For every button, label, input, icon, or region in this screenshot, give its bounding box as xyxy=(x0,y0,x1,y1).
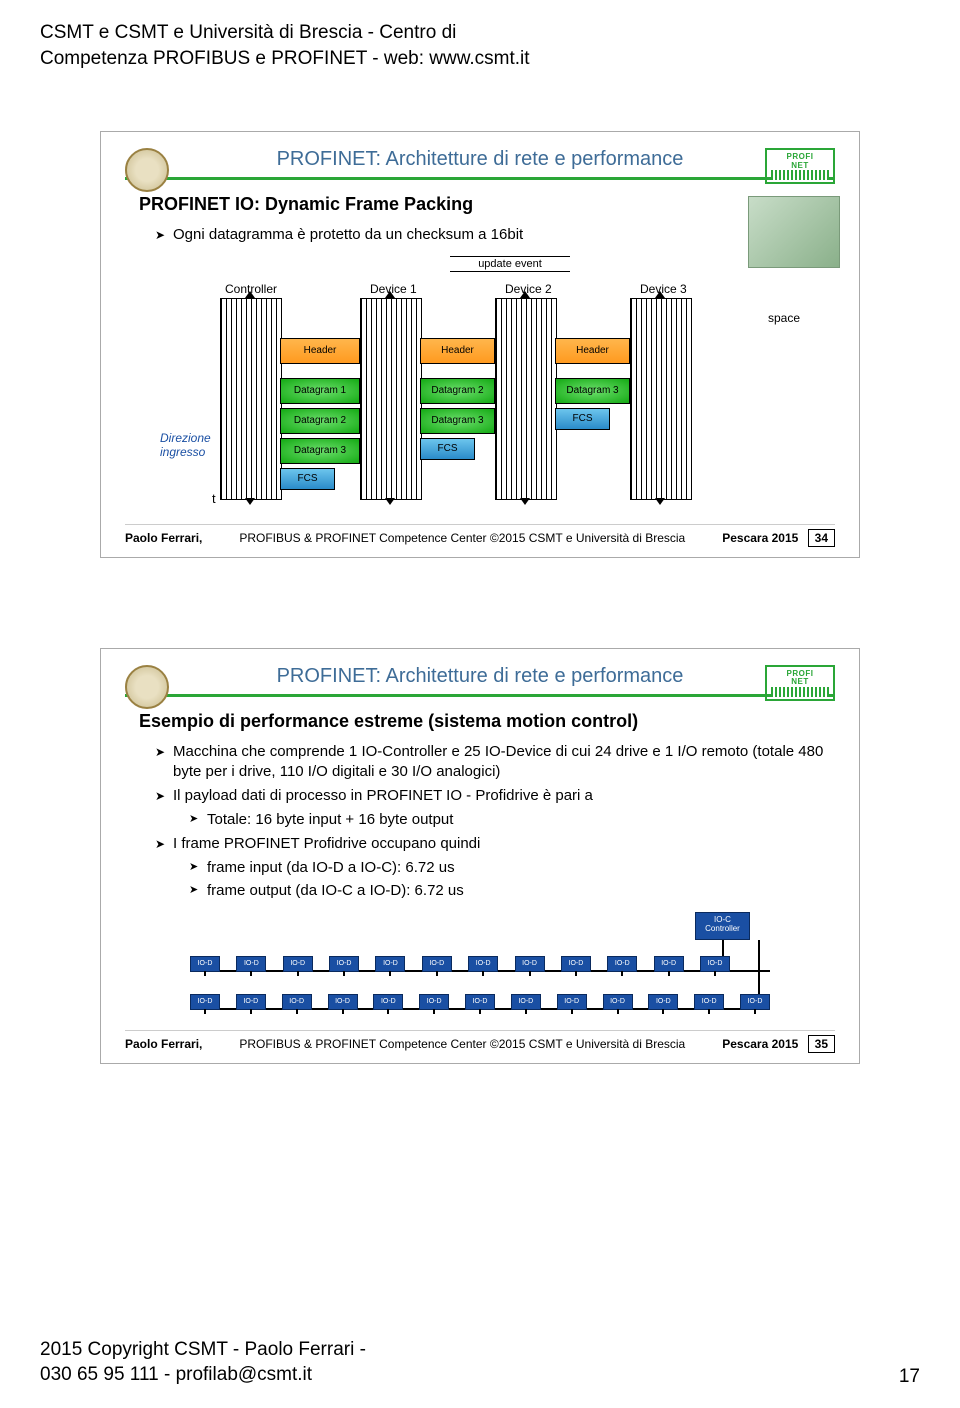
slide-page-num: 34 xyxy=(808,529,835,547)
iod-box: IO-D xyxy=(515,956,545,972)
slide1-title-row: PROFINET: Architetture di rete e perform… xyxy=(125,148,835,171)
iod-box: IO-D xyxy=(282,994,312,1010)
iod-box: IO-D xyxy=(511,994,541,1010)
footer-author: Paolo Ferrari, xyxy=(125,531,202,545)
machine-photo-icon xyxy=(748,196,840,268)
bar-fcs: FCS xyxy=(555,408,610,430)
iod-box: IO-D xyxy=(190,994,220,1010)
slide2-footer: Paolo Ferrari, PROFIBUS & PROFINET Compe… xyxy=(125,1030,835,1053)
col-device1 xyxy=(360,298,420,498)
page-header: CSMT e CSMT e Università di Brescia - Ce… xyxy=(40,20,920,71)
header-line1: CSMT e CSMT e Università di Brescia - Ce… xyxy=(40,20,920,46)
network-diagram: IO-CController IO-DIO-DIO-DIO-DIO-DIO-DI… xyxy=(180,912,780,1022)
page-footer-left: 2015 Copyright CSMT - Paolo Ferrari - 03… xyxy=(40,1337,366,1388)
page: CSMT e CSMT e Università di Brescia - Ce… xyxy=(0,0,960,1408)
arrow-up-icon xyxy=(245,291,255,298)
arrow-up-icon xyxy=(385,291,395,298)
slide2-bullet: Il payload dati di processo in PROFINET … xyxy=(155,786,835,806)
bar-dg2: Datagram 2 xyxy=(420,378,495,404)
iod-box: IO-D xyxy=(236,994,266,1010)
iod-box: IO-D xyxy=(329,956,359,972)
footer-org: PROFIBUS & PROFINET Competence Center ©2… xyxy=(202,1037,722,1051)
iod-box: IO-D xyxy=(648,994,678,1010)
arrow-down-icon xyxy=(385,498,395,505)
university-seal-icon xyxy=(125,665,169,709)
iod-box: IO-D xyxy=(700,956,730,972)
bar-dg1: Datagram 1 xyxy=(280,378,360,404)
slide2-title: PROFINET: Architetture di rete e perform… xyxy=(125,665,835,688)
slide2-subbullet: Totale: 16 byte input + 16 byte output xyxy=(189,810,835,830)
slide2-subbullet: frame input (da IO-D a IO-C): 6.72 us xyxy=(189,858,835,878)
footer-org: PROFIBUS & PROFINET Competence Center ©2… xyxy=(202,531,722,545)
iod-box: IO-D xyxy=(422,956,452,972)
iod-box: IO-D xyxy=(694,994,724,1010)
slide-page-num: 35 xyxy=(808,1035,835,1053)
direction-label: Direzione ingresso xyxy=(160,431,211,460)
footer-right: Pescara 2015 35 xyxy=(722,1035,835,1053)
net-row-2: IO-D IO-D IO-D IO-D IO-D IO-D IO-D IO-D IO-D IO-D… xyxy=(190,990,770,1012)
arrow-down-icon xyxy=(520,498,530,505)
iod-box: IO-D xyxy=(328,994,358,1010)
bar-dg3: Datagram 3 xyxy=(555,378,630,404)
iod-box: IO-D xyxy=(375,956,405,972)
bar-header: Header xyxy=(280,338,360,364)
arrow-down-icon xyxy=(655,498,665,505)
iod-box: IO-D xyxy=(603,994,633,1010)
iod-box: IO-D xyxy=(373,994,403,1010)
io-controller-box: IO-CController xyxy=(695,912,750,940)
footer-right: Pescara 2015 34 xyxy=(722,529,835,547)
arrow-up-icon xyxy=(520,291,530,298)
footer-line1: 2015 Copyright CSMT - Paolo Ferrari - xyxy=(40,1337,366,1363)
slide1-footer: Paolo Ferrari, PROFIBUS & PROFINET Compe… xyxy=(125,524,835,547)
footer-author: Paolo Ferrari, xyxy=(125,1037,202,1051)
profinet-logo-icon: PROFINET xyxy=(765,148,835,184)
bar-header: Header xyxy=(420,338,495,364)
footer-line2: 030 65 95 111 - profilab@csmt.it xyxy=(40,1362,366,1388)
slide1-bullet: Ogni datagramma è protetto da un checksu… xyxy=(155,225,835,245)
iod-box: IO-D xyxy=(465,994,495,1010)
dynamic-frame-packing-diagram: update event Controller Device 1 Device … xyxy=(160,256,800,516)
col-device2 xyxy=(495,298,555,498)
iod-box: IO-D xyxy=(236,956,266,972)
iod-box: IO-D xyxy=(607,956,637,972)
arrow-up-icon xyxy=(655,291,665,298)
slide2-heading: Esempio di performance estreme (sistema … xyxy=(139,711,835,732)
bar-fcs: FCS xyxy=(280,468,335,490)
page-number: 17 xyxy=(899,1366,920,1388)
slide1-title: PROFINET: Architetture di rete e perform… xyxy=(125,148,835,171)
iod-box: IO-D xyxy=(419,994,449,1010)
arrow-down-icon xyxy=(245,498,255,505)
slide2-title-row: PROFINET: Architetture di rete e perform… xyxy=(125,665,835,688)
iod-box: IO-D xyxy=(740,994,770,1010)
slide2-bullet: I frame PROFINET Profidrive occupano qui… xyxy=(155,834,835,854)
slide2-bullet: Macchina che comprende 1 IO-Controller e… xyxy=(155,742,835,783)
col-controller xyxy=(220,298,280,498)
title-underline xyxy=(125,694,835,697)
title-underline xyxy=(125,177,835,180)
slide-1: PROFINET: Architetture di rete e perform… xyxy=(100,131,860,557)
bar-dg2: Datagram 2 xyxy=(280,408,360,434)
iod-box: IO-D xyxy=(468,956,498,972)
slide2-subbullet: frame output (da IO-C a IO-D): 6.72 us xyxy=(189,881,835,901)
iod-box: IO-D xyxy=(654,956,684,972)
t-label: t xyxy=(212,491,216,506)
net-row-1: IO-D IO-D IO-D IO-D IO-D IO-D IO-D IO-D IO-D IO-D… xyxy=(190,952,770,974)
university-seal-icon xyxy=(125,148,169,192)
bar-dg3: Datagram 3 xyxy=(280,438,360,464)
slide1-heading: PROFINET IO: Dynamic Frame Packing xyxy=(139,194,835,215)
col-device3 xyxy=(630,298,690,498)
bar-header: Header xyxy=(555,338,630,364)
bar-fcs: FCS xyxy=(420,438,475,460)
iod-box: IO-D xyxy=(190,956,220,972)
bar-dg3: Datagram 3 xyxy=(420,408,495,434)
update-event-label: update event xyxy=(450,256,570,272)
iod-box: IO-D xyxy=(561,956,591,972)
bus-area: Header Header Header Datagram 1 Datagram… xyxy=(220,298,780,498)
profinet-logo-icon: PROFINET xyxy=(765,665,835,701)
header-line2: Competenza PROFIBUS e PROFINET - web: ww… xyxy=(40,46,920,72)
iod-box: IO-D xyxy=(557,994,587,1010)
slide-2: PROFINET: Architetture di rete e perform… xyxy=(100,648,860,1065)
iod-box: IO-D xyxy=(283,956,313,972)
